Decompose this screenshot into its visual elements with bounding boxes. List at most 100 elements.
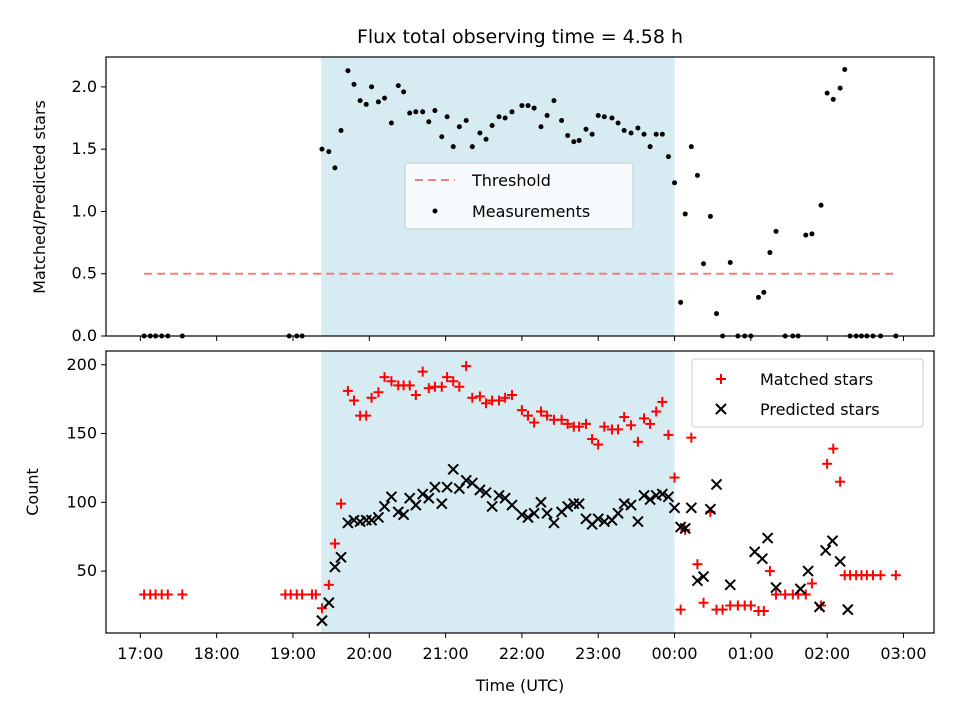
predicted-star-point (756, 553, 769, 565)
matched-star-point (663, 429, 674, 440)
predicted-star-point (416, 488, 429, 500)
matched-star-point (454, 381, 465, 392)
matched-star-point (177, 589, 188, 600)
predicted-star-point (656, 488, 669, 500)
x-tick-label: 03:00 (880, 644, 926, 663)
matched-star-point (619, 412, 630, 423)
matched-star-point (467, 392, 478, 403)
predicted-star-point (813, 601, 826, 613)
predicted-star-point (561, 500, 574, 513)
measurement-point (583, 126, 589, 132)
matched-star-point (828, 443, 839, 454)
measurement-point (641, 131, 647, 137)
predicted-star-point (429, 481, 441, 493)
predicted-star-point (710, 478, 723, 491)
matched-star-point (692, 559, 703, 570)
bottom-y-tick-label: 200 (66, 355, 97, 374)
measurement-point (628, 130, 634, 136)
predicted-star-point (460, 474, 472, 487)
measurement-point (456, 124, 462, 130)
top-y-tick-label: 0.5 (72, 264, 97, 283)
x-tick-label: 23:00 (575, 644, 621, 663)
measurement-point (395, 83, 401, 89)
legend-predicted-label: Predicted stars (760, 400, 880, 419)
measurement-point (525, 103, 531, 109)
predicted-star-point (335, 551, 347, 564)
measurement-point (830, 96, 836, 102)
predicted-star-point (522, 511, 534, 524)
predicted-star-point (548, 517, 560, 529)
top-legend-box (404, 162, 634, 230)
predicted-star-point (342, 517, 354, 529)
matched-star-point (745, 600, 756, 611)
legend-x-marker (715, 403, 727, 415)
predicted-star-point (372, 511, 385, 524)
measurement-point (531, 105, 537, 111)
predicted-star-points (316, 463, 854, 627)
top-legend: Threshold Measurements (404, 162, 634, 230)
matched-star-point (529, 417, 540, 428)
predicted-star-point (392, 506, 404, 518)
bottom-y-tick-label: 150 (66, 424, 97, 443)
predicted-star-point (397, 508, 410, 521)
matched-star-point (423, 383, 434, 394)
measurement-point (727, 260, 733, 266)
matched-star-point (535, 406, 546, 417)
measurement-point (678, 299, 684, 305)
matched-star-point (806, 578, 817, 589)
measurement-point (818, 202, 824, 208)
measurement-point (509, 109, 515, 115)
matched-star-point (297, 589, 308, 600)
legend-matched-label: Matched stars (760, 370, 873, 389)
measurement-point (773, 228, 779, 234)
matched-star-point (500, 392, 511, 403)
measurement-point (420, 109, 426, 115)
matched-star-point (581, 418, 592, 429)
matched-star-point (516, 405, 527, 416)
top-y-tick-label: 2.0 (72, 77, 97, 96)
matched-star-point (613, 424, 624, 435)
measurement-point (701, 261, 707, 267)
measurement-point (647, 144, 653, 150)
predicted-star-point (447, 463, 459, 476)
predicted-star-point (685, 502, 698, 514)
matched-star-point (890, 570, 901, 581)
measurement-point (477, 130, 483, 136)
measurement-point (489, 123, 495, 129)
measurement-point (621, 127, 627, 133)
predicted-star-point (819, 544, 832, 557)
matched-star-point (632, 436, 643, 447)
measurement-point (576, 137, 582, 143)
legend-measurements-sample (432, 208, 438, 214)
matched-star-point (651, 406, 662, 417)
measurement-point (707, 213, 713, 219)
matched-star-point (373, 387, 384, 398)
x-tick-label: 01:00 (728, 644, 774, 663)
matched-star-point (686, 432, 697, 443)
measurement-point (450, 144, 456, 150)
matched-star-point (436, 381, 447, 392)
predicted-star-point (441, 481, 453, 493)
bottom-panel: 50 100 150 200 17:00 18:00 19:00 20:00 21:00 22:… (23, 350, 935, 695)
matched-star-point (771, 589, 782, 600)
matched-star-point (574, 421, 585, 432)
matched-star-point (316, 603, 327, 614)
legend-matched-sample (716, 374, 726, 384)
top-panel: 0.00.51.01.52.0 Matched/Predicted stars … (30, 56, 935, 345)
predicted-star-point (385, 491, 398, 503)
x-tick-label: 17:00 (117, 644, 163, 663)
measurement-point (345, 68, 351, 74)
matched-star-point (669, 472, 680, 483)
matched-star-point (336, 498, 347, 509)
predicted-star-point (638, 489, 650, 502)
legend-threshold-label: Threshold (471, 171, 551, 190)
predicted-star-point (329, 561, 341, 573)
legend-plus-marker (716, 374, 726, 384)
measurement-point (803, 232, 809, 238)
matched-star-point (599, 421, 610, 432)
matched-star-point (162, 589, 173, 600)
matched-star-point (593, 439, 604, 450)
predicted-star-point (516, 508, 528, 521)
measurement-point (659, 131, 665, 137)
